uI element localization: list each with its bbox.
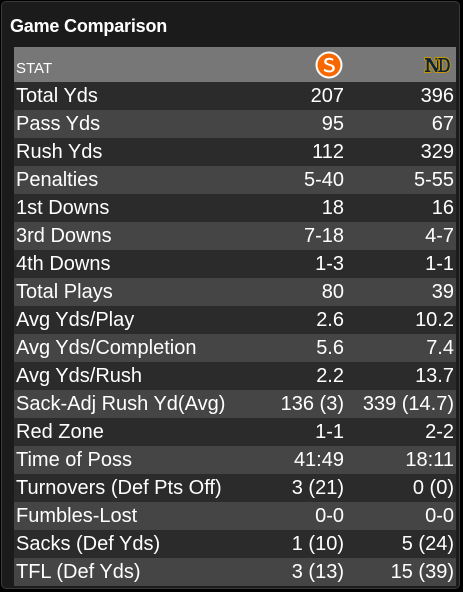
stat-label: Sacks (Def Yds) — [16, 533, 161, 555]
stat-label: Time of Poss — [16, 449, 132, 471]
table-header: STAT — [14, 47, 456, 82]
away-value: 7.4 — [426, 337, 454, 359]
stat-label: TFL (Def Yds) — [16, 561, 141, 583]
home-value: 1 (10) — [291, 533, 344, 555]
away-value: 329 — [420, 141, 454, 163]
away-value: 4-7 — [425, 225, 454, 247]
table-row: Penalties 5-40 5-55 — [14, 166, 456, 194]
away-value: 396 — [420, 85, 454, 107]
away-value: 339 (14.7) — [362, 393, 454, 415]
home-value: 3 (21) — [291, 477, 344, 499]
table-row: Avg Yds/Play 2.6 10.2 — [14, 306, 456, 334]
home-value: 7-18 — [303, 225, 344, 247]
away-value: 39 — [431, 281, 454, 303]
stat-label: Red Zone — [16, 421, 104, 443]
panel-title: Game Comparison — [10, 16, 168, 36]
stat-label: Total Plays — [16, 281, 113, 303]
table-row: Sack-Adj Rush Yd(Avg) 136 (3) 339 (14.7) — [14, 390, 456, 418]
table-row: Red Zone 1-1 2-2 — [14, 418, 456, 446]
stat-label: Avg Yds/Play — [16, 309, 135, 331]
stat-label: Pass Yds — [16, 113, 101, 135]
home-value: 207 — [310, 85, 344, 107]
away-value: 0 (0) — [412, 477, 454, 499]
table-row: Time of Poss 41:49 18:11 — [14, 446, 456, 474]
home-value: 5-40 — [303, 169, 344, 191]
table-row: Total Plays 80 39 — [14, 278, 456, 306]
home-value: 2.2 — [316, 365, 344, 387]
table-row: Avg Yds/Completion 5.6 7.4 — [14, 334, 456, 362]
table-row: Sacks (Def Yds) 1 (10) 5 (24) — [14, 530, 456, 558]
home-value: 3 (13) — [291, 561, 344, 583]
table-row: Turnovers (Def Pts Off) 3 (21) 0 (0) — [14, 474, 456, 502]
table-row: Fumbles-Lost 0-0 0-0 — [14, 502, 456, 530]
home-value: 18 — [321, 197, 344, 219]
stat-label: 4th Downs — [16, 253, 111, 275]
home-value: 2.6 — [316, 309, 344, 331]
syracuse-logo-icon — [315, 51, 343, 79]
home-value: 0-0 — [315, 505, 344, 527]
stat-label: 1st Downs — [16, 197, 110, 219]
table-row: Rush Yds 112 329 — [14, 138, 456, 166]
table-row: 4th Downs 1-3 1-1 — [14, 250, 456, 278]
table-row: Total Yds 207 396 — [14, 82, 456, 110]
home-value: 80 — [321, 281, 344, 303]
home-value: 136 (3) — [280, 393, 344, 415]
table-row: TFL (Def Yds) 3 (13) 15 (39) — [14, 558, 456, 586]
stat-label: Sack-Adj Rush Yd(Avg) — [16, 393, 226, 415]
stat-label: Turnovers (Def Pts Off) — [16, 477, 222, 499]
stat-label: Avg Yds/Completion — [16, 337, 197, 359]
away-value: 15 (39) — [390, 561, 454, 583]
stat-label: Fumbles-Lost — [16, 505, 138, 527]
table-row: 3rd Downs 7-18 4-7 — [14, 222, 456, 250]
home-value: 1-1 — [315, 421, 344, 443]
stat-label: Rush Yds — [16, 141, 103, 163]
comparison-table: STAT Total Yds 207 396 Pass Yds 95 67 — [14, 47, 456, 586]
away-value: 2-2 — [425, 421, 454, 443]
home-value: 112 — [312, 141, 344, 163]
away-value: 1-1 — [425, 253, 454, 275]
home-value: 95 — [321, 113, 344, 135]
away-value: 67 — [431, 113, 454, 135]
away-value: 18:11 — [405, 449, 454, 471]
stat-label: Penalties — [16, 169, 99, 191]
home-value: 41:49 — [293, 449, 344, 471]
table-row: Avg Yds/Rush 2.2 13.7 — [14, 362, 456, 390]
away-value: 10.2 — [415, 309, 454, 331]
stat-label: 3rd Downs — [16, 225, 112, 247]
home-value: 5.6 — [316, 337, 344, 359]
away-value: 16 — [431, 197, 454, 219]
stat-column-header: STAT — [16, 60, 53, 77]
table-row: Pass Yds 95 67 — [14, 110, 456, 138]
away-value: 5 (24) — [401, 533, 454, 555]
stat-label: Avg Yds/Rush — [16, 365, 143, 387]
notre-dame-logo-icon — [424, 57, 451, 73]
stat-label: Total Yds — [16, 85, 98, 107]
away-value: 0-0 — [425, 505, 454, 527]
home-value: 1-3 — [315, 253, 344, 275]
away-value: 13.7 — [415, 365, 454, 387]
table-row: 1st Downs 18 16 — [14, 194, 456, 222]
away-value: 5-55 — [413, 169, 454, 191]
